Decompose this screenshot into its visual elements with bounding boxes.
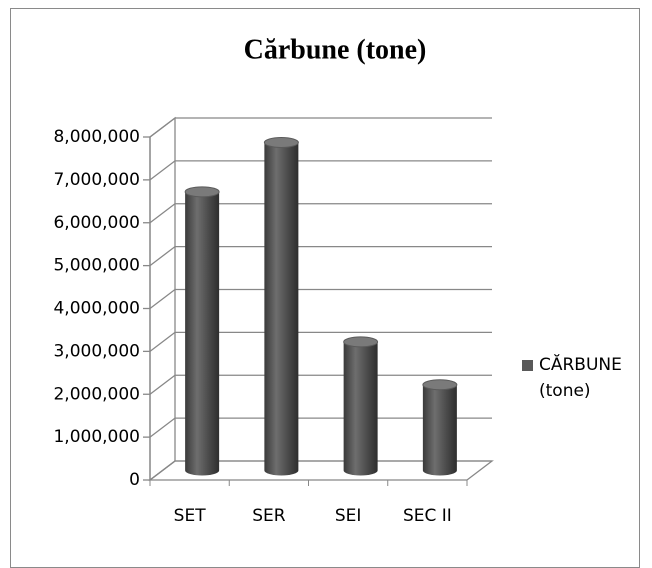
y-tick-label: 7,000,000 xyxy=(53,170,140,190)
y-tick-label: 4,000,000 xyxy=(53,299,140,319)
y-tick-label: 2,000,000 xyxy=(53,384,140,404)
grid-line xyxy=(149,331,492,352)
y-tick-label: 3,000,000 xyxy=(53,341,140,361)
grid-line xyxy=(149,160,492,181)
legend-label: CĂRBUNE (tone) xyxy=(539,355,622,401)
bar xyxy=(264,142,299,476)
y-tick-label: 5,000,000 xyxy=(53,256,140,276)
legend-swatch xyxy=(522,360,533,371)
x-tick-label: SEI xyxy=(335,506,362,526)
bar xyxy=(185,191,220,476)
chart-title: Cărbune (tone) xyxy=(244,34,427,65)
grid-line xyxy=(149,245,492,267)
x-tick-label: SER xyxy=(252,506,286,526)
grid-line xyxy=(149,417,492,438)
grid-line xyxy=(149,288,492,310)
x-tick-label: SEC II xyxy=(403,506,452,526)
y-tick-label: 1,000,000 xyxy=(53,427,140,447)
y-tick-label: 0 xyxy=(129,470,140,490)
legend: CĂRBUNE (tone) xyxy=(522,352,622,404)
grid-line xyxy=(149,117,492,138)
bar-top xyxy=(184,186,220,198)
grid-line xyxy=(149,374,492,395)
grid-line xyxy=(149,460,492,481)
bar xyxy=(422,384,457,476)
grid-line xyxy=(149,203,492,224)
bar-top xyxy=(422,379,458,391)
y-tick-label: 6,000,000 xyxy=(53,213,140,233)
bar-top xyxy=(343,336,379,348)
bar xyxy=(343,341,378,476)
bar-top xyxy=(263,137,299,149)
x-tick-label: SET xyxy=(174,506,207,526)
y-tick-label: 8,000,000 xyxy=(53,127,140,147)
